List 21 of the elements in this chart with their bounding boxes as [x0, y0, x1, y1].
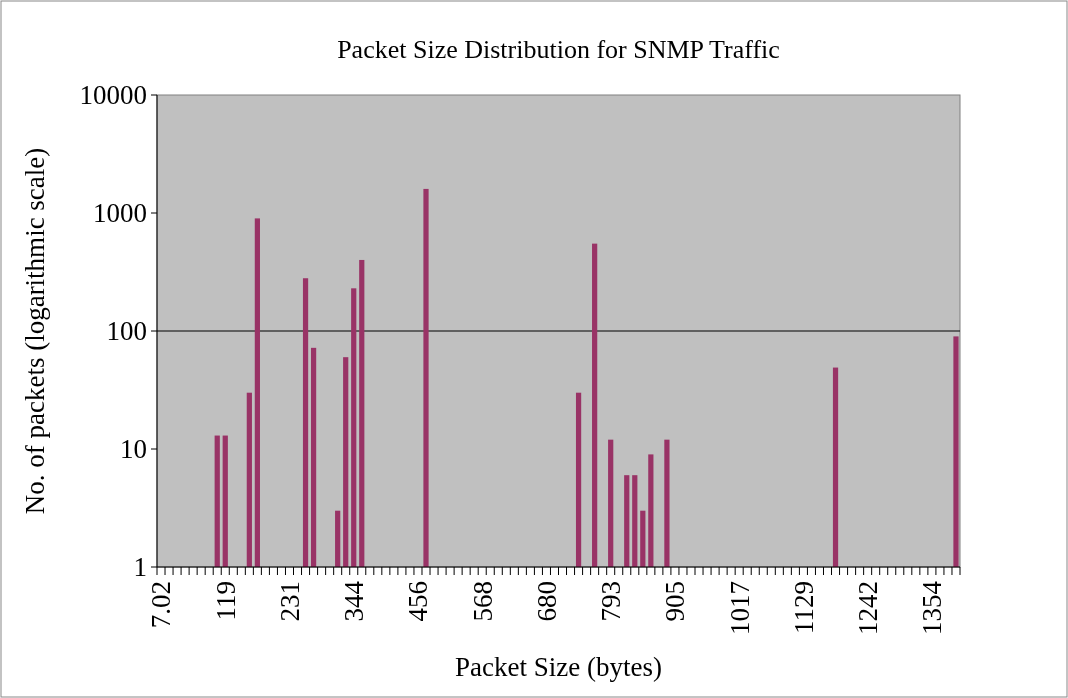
x-tick-label: 793 [596, 581, 627, 622]
x-tick-label: 680 [531, 581, 562, 622]
x-tick-label: 344 [339, 580, 370, 622]
x-tick-label: 7.02 [146, 581, 177, 629]
y-axis-title: No. of packets (logarithmic scale) [20, 147, 50, 515]
y-tick-label: 100 [106, 316, 147, 347]
chart-title: Packet Size Distribution for SNMP Traffic [337, 35, 780, 64]
y-tick-label: 1 [133, 552, 147, 583]
x-tick-label: 119 [210, 581, 241, 621]
x-tick-label: 1017 [724, 581, 755, 635]
x-tick-label: 1242 [853, 581, 884, 635]
x-tick-label: 1354 [917, 580, 948, 635]
x-tick-label: 568 [467, 581, 498, 622]
y-tick-label: 10000 [79, 80, 147, 111]
y-tick-label: 10 [120, 434, 147, 465]
x-axis-title: Packet Size (bytes) [455, 652, 662, 682]
x-tick-label: 456 [403, 581, 434, 622]
x-tick-label: 905 [660, 581, 691, 622]
y-tick-label: 1000 [93, 198, 147, 229]
x-tick-label: 231 [274, 581, 305, 622]
x-tick-label: 1129 [788, 581, 819, 634]
